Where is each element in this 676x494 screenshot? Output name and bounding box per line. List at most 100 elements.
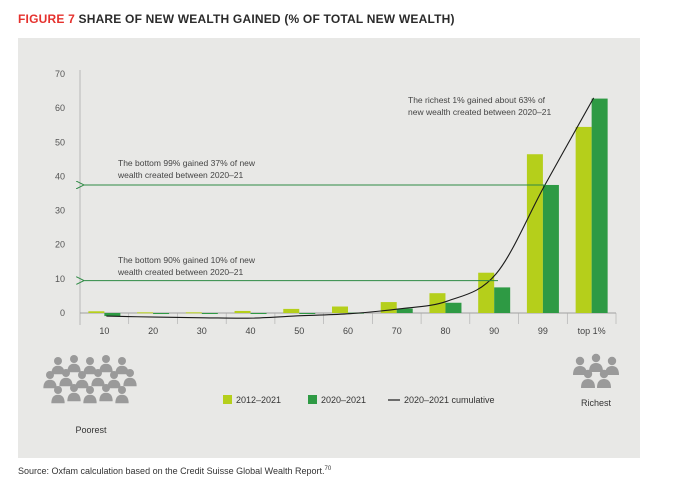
bar-2020-2021 xyxy=(591,98,608,313)
annotation-bottom90-line2: wealth created between 2020–21 xyxy=(117,267,244,277)
y-tick-label: 30 xyxy=(55,206,65,216)
person-head xyxy=(70,355,78,363)
annotation-richest-line2: new wealth created between 2020–21 xyxy=(408,107,551,117)
x-tick-label: 50 xyxy=(294,326,304,336)
person-body xyxy=(75,379,89,389)
x-tick-label: 40 xyxy=(246,326,256,336)
person-head xyxy=(62,369,70,377)
x-tick-label: 80 xyxy=(440,326,450,336)
person-body xyxy=(83,394,97,404)
bar-2012-2021 xyxy=(526,154,543,313)
bar-2012-2021 xyxy=(137,312,154,314)
crowd-person xyxy=(115,357,129,375)
crowd-person xyxy=(67,355,81,373)
person-head xyxy=(110,371,118,379)
person-head xyxy=(575,356,585,366)
bar-2012-2021 xyxy=(88,311,105,313)
bar-2020-2021 xyxy=(250,313,267,314)
bar-2012-2021 xyxy=(380,302,397,313)
crowd-person xyxy=(99,384,113,402)
crowd-person xyxy=(83,357,97,375)
person-head xyxy=(599,369,609,379)
group-person xyxy=(573,356,587,375)
small-group-people-icon xyxy=(573,353,619,388)
group-person xyxy=(581,369,595,388)
x-tick-label: 90 xyxy=(489,326,499,336)
person-body xyxy=(59,377,73,387)
bar-2012-2021 xyxy=(185,312,202,314)
crowd-person xyxy=(75,371,89,389)
bar-2012-2021 xyxy=(429,293,446,313)
person-head xyxy=(86,386,94,394)
legend-label-2020-2021: 2020–2021 xyxy=(321,395,366,405)
x-tick-label: 10 xyxy=(99,326,109,336)
bar-2012-2021 xyxy=(478,272,495,313)
x-tick-label: 30 xyxy=(197,326,207,336)
person-body xyxy=(83,365,97,375)
bar-2012-2021 xyxy=(234,310,251,313)
crowd-person xyxy=(123,369,137,387)
line-layer xyxy=(106,97,595,319)
group-person xyxy=(589,353,603,372)
crowd-person xyxy=(99,355,113,373)
person-body xyxy=(115,365,129,375)
bar-2020-2021 xyxy=(494,287,511,313)
y-tick-label: 70 xyxy=(55,69,65,79)
figure-number: FIGURE 7 xyxy=(18,12,75,26)
bar-2020-2021 xyxy=(201,313,218,314)
crowd-person xyxy=(51,386,65,404)
person-body xyxy=(581,379,595,388)
cumulative-line xyxy=(106,97,595,319)
source-footnote: 70 xyxy=(324,466,332,472)
crowd-person xyxy=(91,369,105,387)
person-head xyxy=(118,357,126,365)
poorest-label: Poorest xyxy=(75,425,107,435)
figure-title: FIGURE 7 SHARE OF NEW WEALTH GAINED (% O… xyxy=(18,12,455,26)
bar-layer xyxy=(88,98,608,317)
person-head xyxy=(46,371,54,379)
crowd-people-icon xyxy=(43,355,137,404)
group-person xyxy=(605,356,619,375)
y-tick-label: 0 xyxy=(60,308,65,318)
crowd-person xyxy=(83,386,97,404)
person-body xyxy=(99,392,113,402)
y-tick-label: 60 xyxy=(55,103,65,113)
y-tick-label: 40 xyxy=(55,171,65,181)
y-tick-label: 20 xyxy=(55,240,65,250)
person-body xyxy=(67,363,81,373)
source-note: Source: Oxfam calculation based on the C… xyxy=(18,466,331,476)
x-tick-label: 70 xyxy=(392,326,402,336)
y-tick-label: 10 xyxy=(55,274,65,284)
person-body xyxy=(51,394,65,404)
person-head xyxy=(70,384,78,392)
group-person xyxy=(597,369,611,388)
crowd-person xyxy=(107,371,121,389)
person-body xyxy=(51,365,65,375)
bar-2020-2021 xyxy=(153,313,170,315)
person-body xyxy=(123,377,137,387)
x-tick-label: 20 xyxy=(148,326,158,336)
annotation-richest-line1: The richest 1% gained about 63% of xyxy=(408,95,546,105)
person-head xyxy=(54,386,62,394)
person-head xyxy=(591,353,601,363)
person-body xyxy=(605,366,619,375)
person-head xyxy=(126,369,134,377)
legend-label-2012-2021: 2012–2021 xyxy=(236,395,281,405)
annotation-bottom90-line1: The bottom 90% gained 10% of new xyxy=(118,255,256,265)
person-body xyxy=(597,379,611,388)
figure-title-text: SHARE OF NEW WEALTH GAINED (% OF TOTAL N… xyxy=(78,12,455,26)
x-tick-label: 60 xyxy=(343,326,353,336)
legend-label-cumulative: 2020–2021 cumulative xyxy=(404,395,495,405)
person-head xyxy=(54,357,62,365)
annotation-bottom99-line1: The bottom 99% gained 37% of new xyxy=(118,158,256,168)
bar-2012-2021 xyxy=(283,308,300,313)
source-text: Source: Oxfam calculation based on the C… xyxy=(18,466,325,476)
person-head xyxy=(86,357,94,365)
legend-swatch-2020-2021 xyxy=(308,395,317,404)
crowd-person xyxy=(59,369,73,387)
x-tick-label: top 1% xyxy=(578,326,606,336)
person-body xyxy=(43,379,57,389)
person-head xyxy=(102,355,110,363)
x-tick-label: 99 xyxy=(538,326,548,336)
legend-swatch-2012-2021 xyxy=(223,395,232,404)
